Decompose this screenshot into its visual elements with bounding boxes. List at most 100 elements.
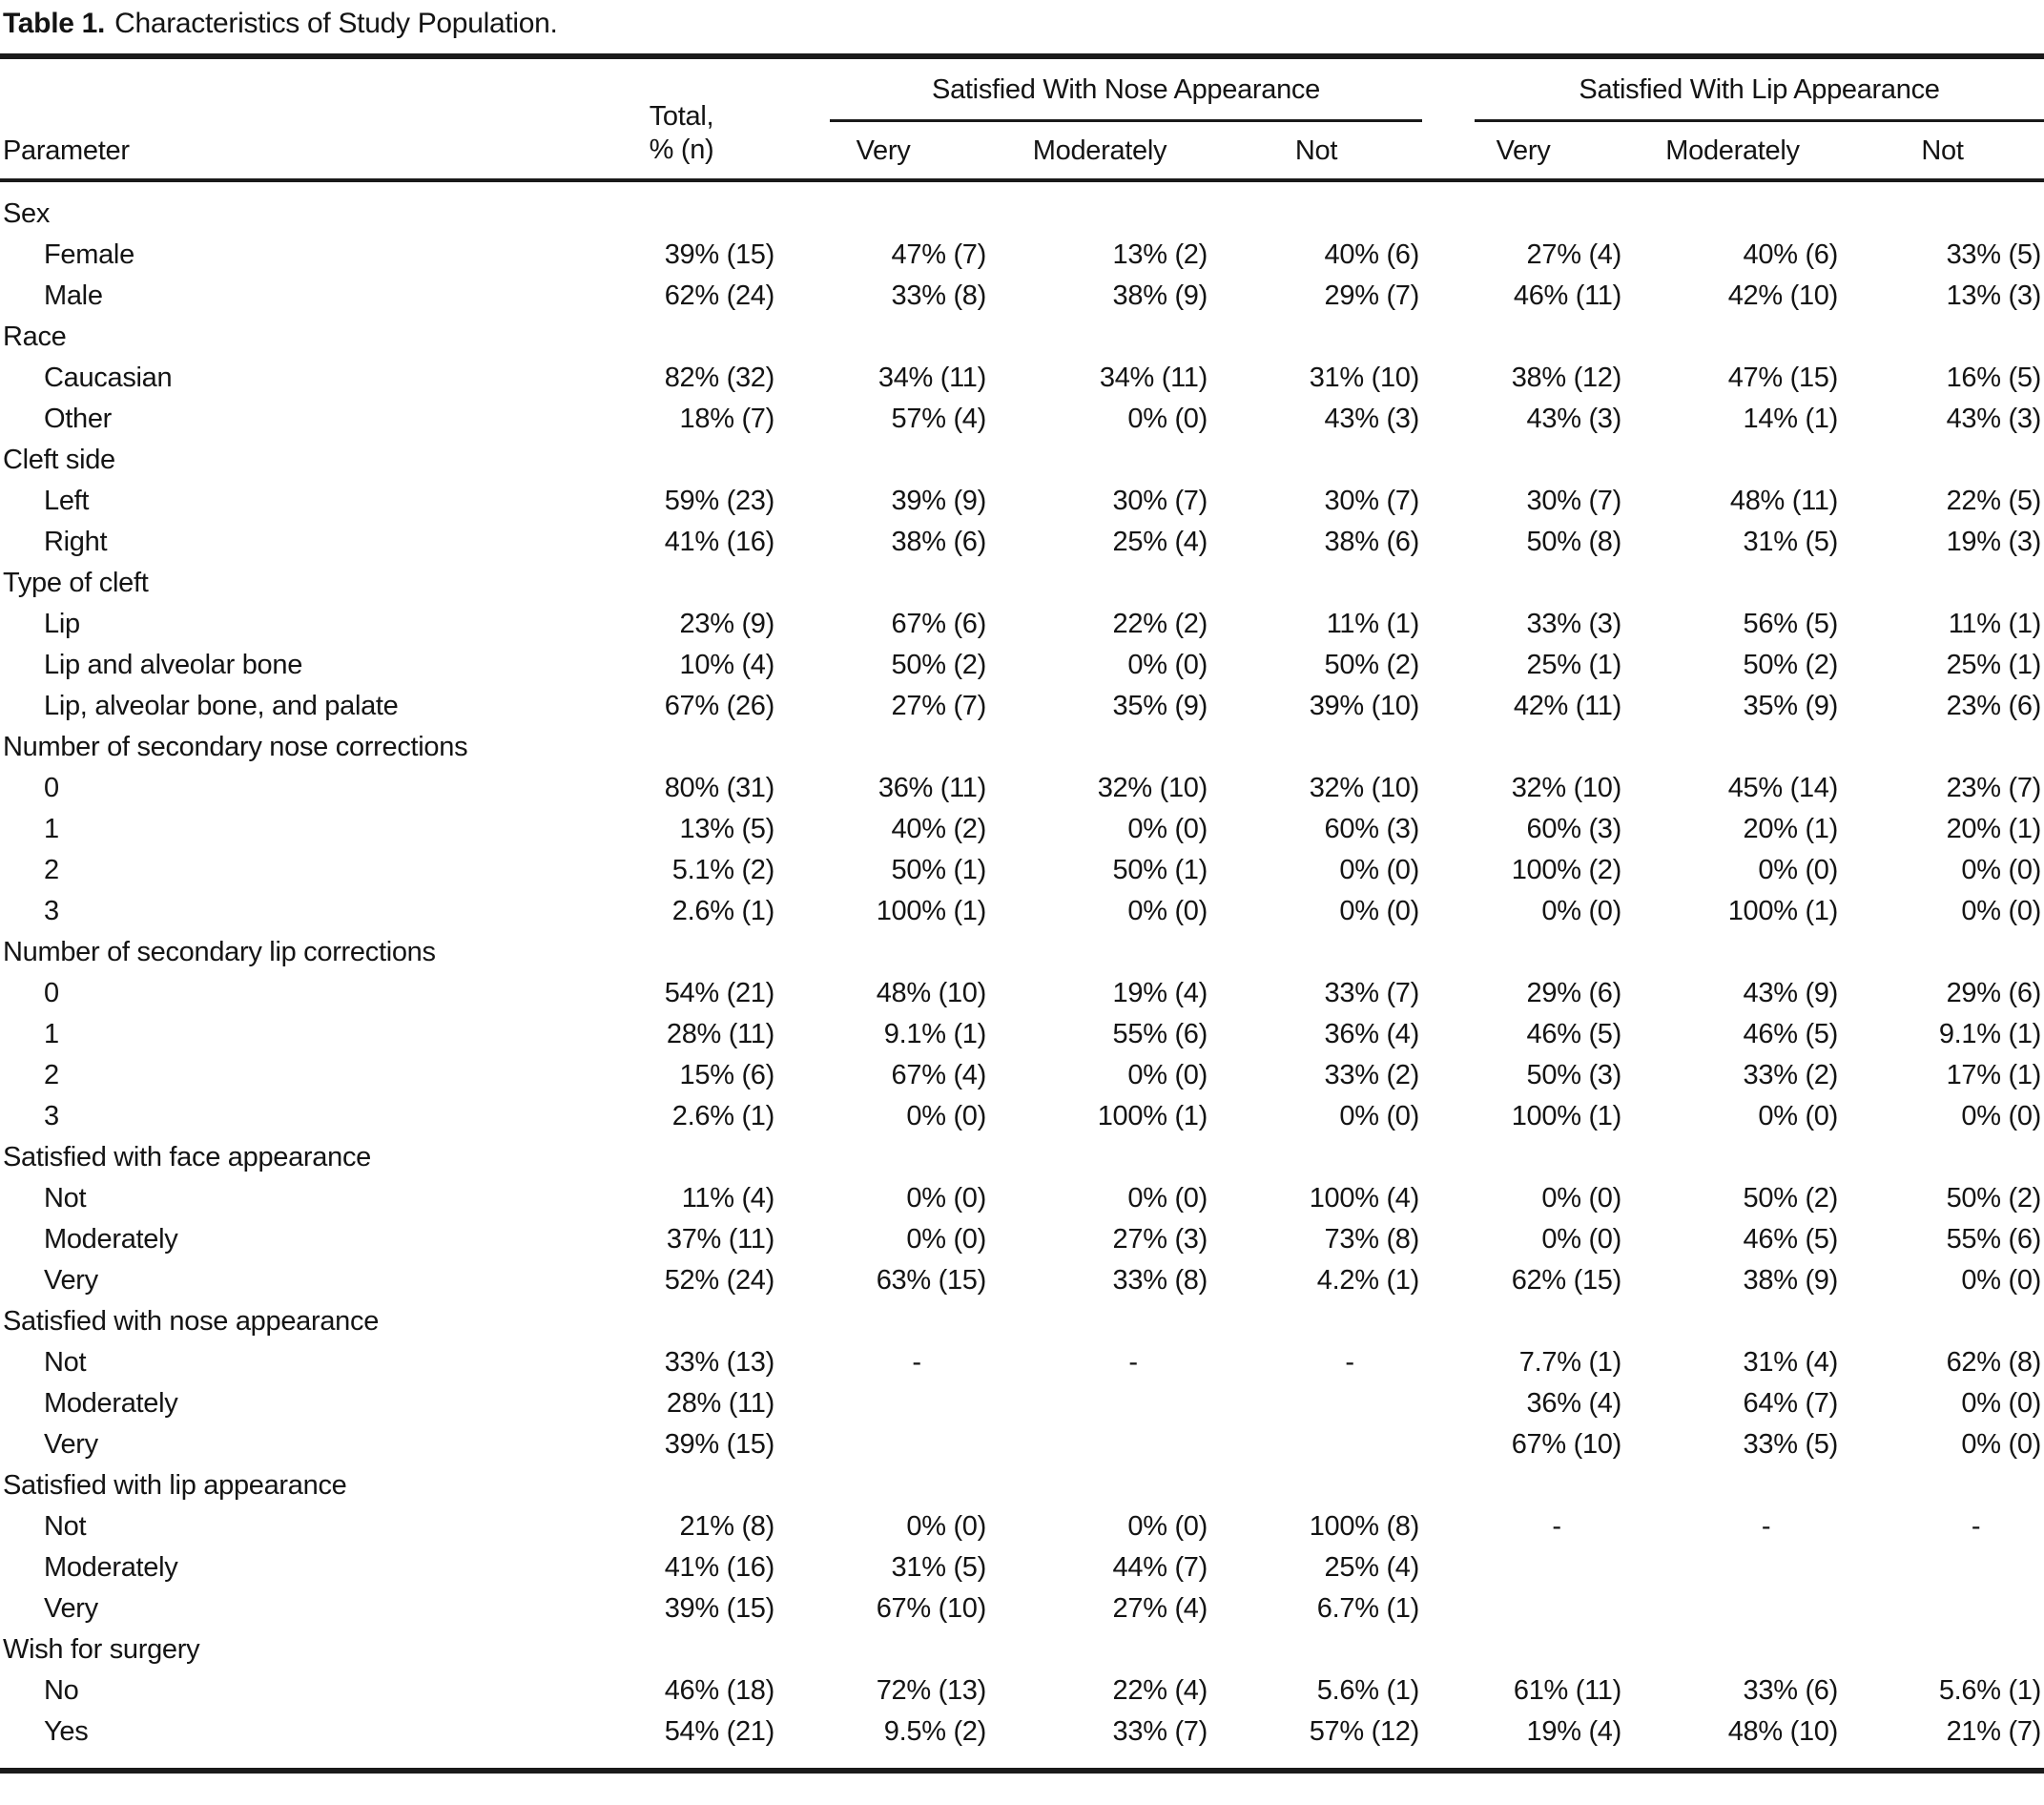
table-row: Yes 54% (21) 9.5% (2) 33% (7) 57% (12) 19% (4…	[0, 1712, 2044, 1771]
value-cell: 4.2% (1)	[1316, 1265, 1420, 1296]
group-row: Wish for surgery	[0, 1629, 2044, 1670]
row-label: Not	[44, 1183, 87, 1214]
value-cell: 9.1% (1)	[1938, 1019, 2042, 1049]
table-row: 1 28% (11) 9.1% (1) 55% (6) 36% (4) 46% (5) 46…	[0, 1014, 2044, 1055]
col-header-total-line2: % (n)	[649, 135, 714, 166]
value-cell: 43% (9)	[1743, 978, 1839, 1008]
value-cell: 57% (4)	[891, 404, 987, 434]
row-label: Lip	[44, 609, 80, 639]
table-row: Moderately 28% (11) 36% (4) 64% (7) 0% (0)	[0, 1383, 2044, 1424]
value-cell: 33% (2)	[1743, 1060, 1839, 1090]
group-label: Type of cleft	[3, 568, 149, 598]
value-cell: -	[912, 1347, 921, 1378]
value-cell: 34% (11)	[877, 363, 986, 393]
value-cell: 45% (14)	[1727, 773, 1839, 803]
table-row: 2 15% (6) 67% (4) 0% (0) 33% (2) 50% (3) 33% (…	[0, 1055, 2044, 1096]
value-cell: 14% (1)	[1743, 404, 1839, 434]
value-cell: 63% (15)	[876, 1265, 987, 1296]
value-cell: 52% (24)	[664, 1265, 775, 1296]
value-cell: 33% (13)	[664, 1347, 775, 1378]
col-group-lip-appearance-label: Satisfied With Lip Appearance	[1475, 74, 2044, 122]
value-cell: 19% (4)	[1526, 1716, 1622, 1747]
value-cell: 31% (4)	[1743, 1347, 1839, 1378]
row-label: 2	[44, 855, 59, 885]
group-row: Sex	[0, 180, 2044, 235]
value-cell: 0% (0)	[1961, 1265, 2042, 1296]
value-cell: 50% (2)	[1324, 650, 1420, 680]
value-cell: 62% (24)	[664, 280, 775, 311]
table-row: Very 39% (15) 67% (10) 33% (5) 0% (0)	[0, 1424, 2044, 1465]
value-cell: 80% (31)	[664, 773, 775, 803]
value-cell: 11% (4)	[681, 1183, 775, 1214]
col-group-nose-appearance: Satisfied With Nose Appearance	[777, 56, 1422, 122]
table-row: Lip 23% (9) 67% (6) 22% (2) 11% (1) 33% (3) 56…	[0, 604, 2044, 645]
value-cell: 0% (0)	[1127, 896, 1208, 926]
table-header: Parameter Total, % (n) Satisfied With No…	[0, 56, 2044, 182]
value-cell: 100% (1)	[1727, 896, 1839, 926]
value-cell: 29% (6)	[1526, 978, 1622, 1008]
value-cell: 36% (4)	[1324, 1019, 1420, 1049]
value-cell: 10% (4)	[679, 650, 775, 680]
group-row: Number of secondary lip corrections	[0, 932, 2044, 973]
value-cell: 30% (7)	[1112, 486, 1208, 516]
value-cell	[1210, 1383, 1422, 1424]
value-cell	[1624, 1588, 1841, 1629]
col-header-nose-moderately: Moderately	[989, 122, 1210, 182]
col-header-total: Total, % (n)	[591, 56, 777, 182]
group-row: Race	[0, 317, 2044, 358]
table-row: Other 18% (7) 57% (4) 0% (0) 43% (3) 43% (3) 1…	[0, 399, 2044, 440]
value-cell: 5.6% (1)	[1316, 1675, 1420, 1706]
value-cell: 60% (3)	[1526, 814, 1622, 844]
value-cell: 54% (21)	[664, 1716, 775, 1747]
value-cell: 62% (15)	[1511, 1265, 1622, 1296]
value-cell: 33% (5)	[1946, 239, 2042, 270]
table-row: Moderately 41% (16) 31% (5) 44% (7) 25% (4)	[0, 1547, 2044, 1588]
value-cell: 28% (11)	[666, 1388, 774, 1419]
group-row: Type of cleft	[0, 563, 2044, 604]
value-cell: 38% (9)	[1112, 280, 1208, 311]
value-cell: 38% (9)	[1743, 1265, 1839, 1296]
value-cell: 46% (11)	[1513, 280, 1621, 311]
row-label: Female	[44, 239, 134, 270]
value-cell: 0% (0)	[1541, 1183, 1621, 1214]
value-cell: 0% (0)	[1961, 855, 2042, 885]
value-cell: 32% (10)	[1097, 773, 1208, 803]
row-label: Moderately	[44, 1388, 178, 1419]
value-cell: 28% (11)	[666, 1019, 774, 1049]
col-header-lip-moderately: Moderately	[1624, 122, 1841, 182]
value-cell	[1841, 1588, 2044, 1629]
value-cell: 64% (7)	[1743, 1388, 1839, 1419]
col-header-lip-very: Very	[1422, 122, 1624, 182]
value-cell: 0% (0)	[906, 1511, 986, 1542]
value-cell	[777, 1424, 989, 1465]
value-cell: 11% (1)	[1948, 609, 2042, 639]
table-row: Very 39% (15) 67% (10) 27% (4) 6.7% (1)	[0, 1588, 2044, 1629]
value-cell: 0% (0)	[1339, 855, 1419, 885]
value-cell: 11% (1)	[1326, 609, 1420, 639]
row-label: Very	[44, 1429, 98, 1460]
spanner-row: Parameter Total, % (n) Satisfied With No…	[0, 56, 2044, 182]
value-cell: -	[1971, 1511, 1981, 1542]
value-cell: 33% (3)	[1526, 609, 1622, 639]
value-cell: 46% (5)	[1526, 1019, 1622, 1049]
value-cell: 25% (4)	[1112, 527, 1208, 557]
table-row: Right 41% (16) 38% (6) 25% (4) 38% (6) 50% (8…	[0, 522, 2044, 563]
row-label: Not	[44, 1511, 87, 1542]
row-label: 0	[44, 978, 59, 1008]
value-cell: 16% (5)	[1946, 363, 2042, 393]
table-row: No 46% (18) 72% (13) 22% (4) 5.6% (1) 61% (11…	[0, 1670, 2044, 1712]
value-cell: 50% (1)	[1112, 855, 1208, 885]
value-cell: 40% (2)	[891, 814, 987, 844]
value-cell	[989, 1424, 1210, 1465]
table-row: Lip, alveolar bone, and palate 67% (26) 27…	[0, 686, 2044, 727]
value-cell: 50% (3)	[1526, 1060, 1622, 1090]
col-header-parameter: Parameter	[0, 56, 591, 182]
value-cell: 47% (7)	[891, 239, 987, 270]
value-cell	[1841, 1547, 2044, 1588]
row-label: Yes	[44, 1716, 89, 1747]
value-cell: 0% (0)	[1127, 1511, 1208, 1542]
value-cell: 39% (15)	[664, 1593, 775, 1624]
table-row: Female 39% (15) 47% (7) 13% (2) 40% (6) 27% (…	[0, 235, 2044, 276]
group-label: Satisfied with lip appearance	[3, 1470, 347, 1501]
group-row: Satisfied with nose appearance	[0, 1301, 2044, 1342]
